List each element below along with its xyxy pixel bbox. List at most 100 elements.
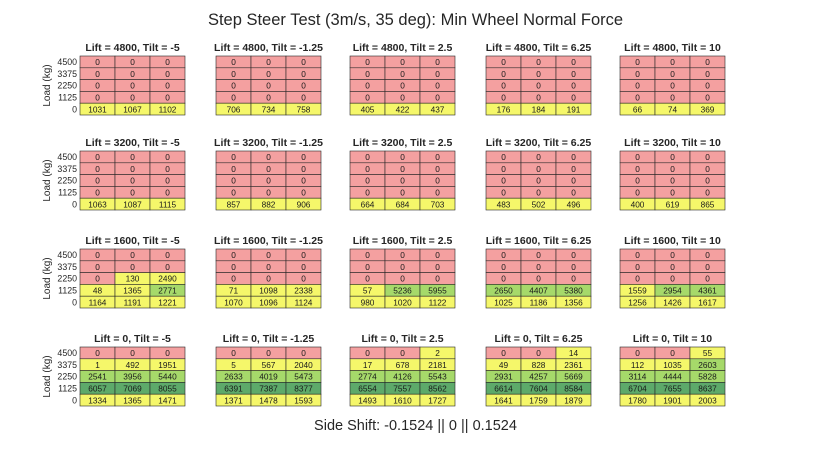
cell-value-label: 1780 [628, 395, 647, 405]
cell-value-label: 1759 [529, 395, 548, 405]
cell-value-label: 0 [400, 188, 405, 198]
cell-value-label: 2040 [294, 360, 313, 370]
cell-value-label: 0 [571, 274, 576, 284]
heatmap-cell [285, 295, 322, 309]
panel-title: Lift = 0, Tilt = 10 [633, 333, 712, 345]
cell-value-label: 0 [571, 176, 576, 186]
cell-value-label: 0 [635, 93, 640, 103]
cell-value-label: 0 [231, 93, 236, 103]
cell-value-label: 0 [266, 69, 271, 79]
cell-value-label: 0 [705, 164, 710, 174]
cell-value-label: 0 [501, 188, 506, 198]
cell-value-label: 567 [262, 360, 276, 370]
cell-value-label: 0 [670, 164, 675, 174]
cell-value-label: 0 [635, 250, 640, 260]
cell-value-label: 678 [396, 360, 410, 370]
cell-value-label: 0 [670, 188, 675, 198]
cell-value-label: 0 [95, 274, 100, 284]
cell-value-label: 5473 [294, 372, 313, 382]
cell-value-label: 906 [297, 199, 311, 209]
cell-value-label: 0 [130, 152, 135, 162]
cell-value-label: 492 [126, 360, 140, 370]
cell-value-label: 6704 [628, 384, 647, 394]
cell-value-label: 0 [130, 348, 135, 358]
cell-value-label: 0 [266, 152, 271, 162]
heatmap-cell [419, 197, 456, 211]
cell-value-label: 0 [301, 81, 306, 91]
y-tick-label: 4500 [57, 348, 77, 358]
cell-value-label: 0 [95, 250, 100, 260]
cell-value-label: 2650 [494, 286, 513, 296]
y-tick-label: 3375 [57, 262, 77, 272]
cell-value-label: 0 [365, 164, 370, 174]
panel-title: Lift = 3200, Tilt = -1.25 [214, 137, 323, 149]
cell-value-label: 0 [435, 69, 440, 79]
cell-value-label: 4257 [529, 372, 548, 382]
cell-value-label: 0 [571, 57, 576, 67]
cell-value-label: 483 [497, 199, 511, 209]
cell-value-label: 1493 [358, 395, 377, 405]
cell-value-label: 703 [431, 199, 445, 209]
cell-value-label: 0 [95, 152, 100, 162]
y-tick-label: 2250 [57, 81, 77, 91]
cell-value-label: 0 [365, 274, 370, 284]
cell-value-label: 0 [670, 176, 675, 186]
cell-value-label: 1025 [494, 297, 513, 307]
cell-value-label: 1067 [123, 104, 142, 114]
cell-value-label: 405 [361, 104, 375, 114]
cell-value-label: 0 [536, 57, 541, 67]
y-tick-label: 1125 [58, 188, 77, 198]
cell-value-label: 0 [571, 81, 576, 91]
cell-value-label: 0 [301, 69, 306, 79]
cell-value-label: 0 [400, 250, 405, 260]
cell-value-label: 865 [701, 199, 715, 209]
cell-value-label: 496 [567, 199, 581, 209]
cell-value-label: 0 [301, 348, 306, 358]
heatmap-cell [555, 102, 592, 116]
cell-value-label: 0 [635, 176, 640, 186]
cell-value-label: 0 [231, 188, 236, 198]
y-tick-label: 1125 [58, 384, 77, 394]
cell-value-label: 0 [435, 262, 440, 272]
cell-value-label: 0 [435, 93, 440, 103]
panel-title: Lift = 0, Tilt = 2.5 [361, 333, 443, 345]
cell-value-label: 3114 [629, 372, 647, 382]
cell-value-label: 1610 [393, 395, 412, 405]
panel-title: Lift = 4800, Tilt = 10 [624, 42, 721, 54]
cell-value-label: 0 [400, 93, 405, 103]
y-axis-label: Load (kg) [42, 64, 53, 106]
cell-value-label: 5955 [428, 286, 447, 296]
cell-value-label: 0 [635, 152, 640, 162]
cell-value-label: 0 [365, 188, 370, 198]
cell-value-label: 0 [365, 348, 370, 358]
cell-value-label: 0 [435, 250, 440, 260]
cell-value-label: 369 [701, 104, 715, 114]
y-tick-label: 4500 [57, 57, 77, 67]
cell-value-label: 0 [231, 69, 236, 79]
cell-value-label: 0 [705, 250, 710, 260]
heatmap-cell [149, 393, 186, 407]
cell-value-label: 0 [705, 262, 710, 272]
cell-value-label: 1115 [159, 199, 177, 209]
cell-value-label: 0 [670, 57, 675, 67]
cell-value-label: 1102 [159, 104, 177, 114]
cell-value-label: 0 [435, 57, 440, 67]
cell-value-label: 0 [95, 57, 100, 67]
cell-value-label: 184 [532, 104, 546, 114]
cell-value-label: 1098 [259, 286, 278, 296]
y-tick-label: 2250 [57, 176, 77, 186]
cell-value-label: 0 [95, 164, 100, 174]
heatmap-panel: Lift = 3200, Tilt = -1.250 0 00 0 00 0 00 0 0857… [214, 137, 323, 211]
cell-value-label: 0 [705, 274, 710, 284]
cell-value-label: 5236 [393, 286, 412, 296]
cell-value-label: 1096 [259, 297, 278, 307]
heatmap-cell [555, 295, 592, 309]
cell-value-label: 7604 [529, 384, 548, 394]
cell-value-label: 0 [400, 69, 405, 79]
panel-title: Lift = 3200, Tilt = 6.25 [486, 137, 592, 149]
cell-value-label: 2361 [564, 360, 583, 370]
cell-value-label: 5543 [428, 372, 447, 382]
cell-value-label: 0 [165, 262, 170, 272]
